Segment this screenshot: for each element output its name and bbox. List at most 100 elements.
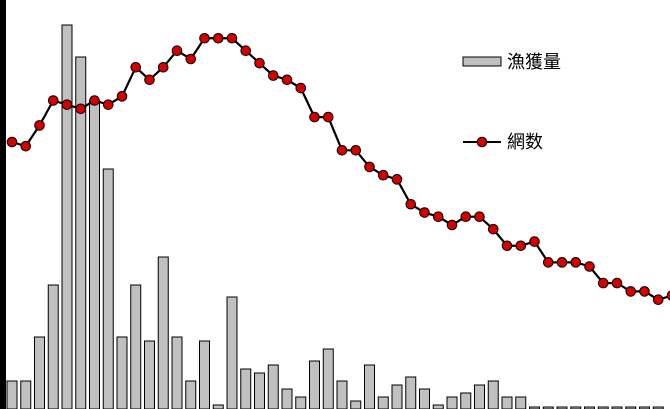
line-point [529, 236, 540, 247]
line-point [322, 111, 334, 123]
bar [597, 406, 609, 409]
bar [350, 400, 362, 409]
line-point [501, 240, 513, 252]
bar [102, 168, 114, 409]
line-point [364, 161, 375, 173]
bar [474, 384, 485, 409]
line-point [171, 45, 183, 57]
line-point [240, 45, 252, 57]
bar [20, 380, 32, 409]
bar [130, 284, 142, 409]
line-point [584, 261, 595, 272]
bar [61, 24, 73, 409]
bar [515, 396, 527, 409]
line-point [432, 211, 444, 222]
line-point [75, 103, 87, 115]
bar [254, 372, 265, 409]
bar [584, 406, 595, 409]
bar-series [6, 24, 664, 409]
bar [309, 360, 320, 409]
line-point [419, 207, 430, 218]
bar [212, 404, 224, 409]
line-point [130, 62, 142, 73]
bar [171, 336, 183, 409]
line-point [61, 99, 73, 110]
bar [460, 392, 472, 409]
line-series-markers [6, 32, 670, 306]
line-point [34, 120, 45, 131]
bar [446, 396, 458, 409]
bar [487, 380, 499, 409]
line-point [597, 277, 609, 289]
line-point [267, 70, 279, 81]
bar [226, 296, 238, 409]
bar [501, 396, 513, 409]
bar [419, 388, 430, 409]
line-point [157, 62, 169, 73]
line-point [254, 57, 265, 69]
line-point [102, 99, 114, 110]
bar [34, 336, 45, 409]
line-point [405, 198, 417, 210]
line-point [515, 240, 527, 252]
bar [185, 380, 197, 409]
line-point [199, 32, 210, 44]
bar [267, 364, 279, 409]
legend-line-marker [476, 136, 488, 148]
bar [157, 256, 169, 409]
legend-bar-label: 漁獲量 [507, 52, 561, 73]
line-point [116, 91, 128, 102]
bar [432, 404, 444, 409]
legend-line-label: 網数 [507, 132, 543, 153]
line-point [336, 145, 348, 156]
line-point [611, 277, 623, 289]
line-point [6, 136, 18, 148]
bar [116, 336, 128, 409]
line-point [212, 32, 224, 44]
line-point [652, 294, 664, 306]
line-point [377, 169, 389, 181]
line-point [446, 219, 458, 231]
line-point [226, 32, 238, 44]
line-point [542, 257, 554, 268]
line-point [625, 286, 637, 297]
bar [281, 388, 293, 409]
bar [377, 396, 389, 409]
bar [625, 406, 637, 409]
bar [89, 100, 100, 409]
bar [652, 406, 664, 409]
bar [240, 368, 252, 409]
line-point [89, 95, 100, 106]
line-point [295, 82, 307, 94]
bar [144, 340, 155, 409]
bar [639, 406, 650, 409]
bar [75, 56, 87, 409]
bar [47, 284, 59, 409]
bar [529, 406, 540, 409]
line-point [391, 174, 403, 185]
line-point [639, 286, 650, 297]
bar [556, 406, 568, 409]
line-point [20, 140, 32, 152]
legend: 漁獲量 網数 [462, 52, 561, 153]
bar [611, 406, 623, 409]
line-point [309, 111, 320, 123]
legend-bar-swatch [462, 56, 502, 67]
bar [336, 380, 348, 409]
line-point [474, 211, 485, 222]
bar [405, 376, 417, 409]
line-point [281, 74, 293, 86]
line-point [556, 257, 568, 268]
bar [199, 340, 210, 409]
line-point [47, 95, 59, 106]
line-point [350, 145, 362, 156]
bar [391, 384, 403, 409]
bar [542, 406, 554, 409]
line-point [460, 211, 472, 222]
line-point [185, 53, 197, 65]
bar [364, 364, 375, 409]
line-point [570, 257, 582, 268]
bar [6, 380, 18, 409]
